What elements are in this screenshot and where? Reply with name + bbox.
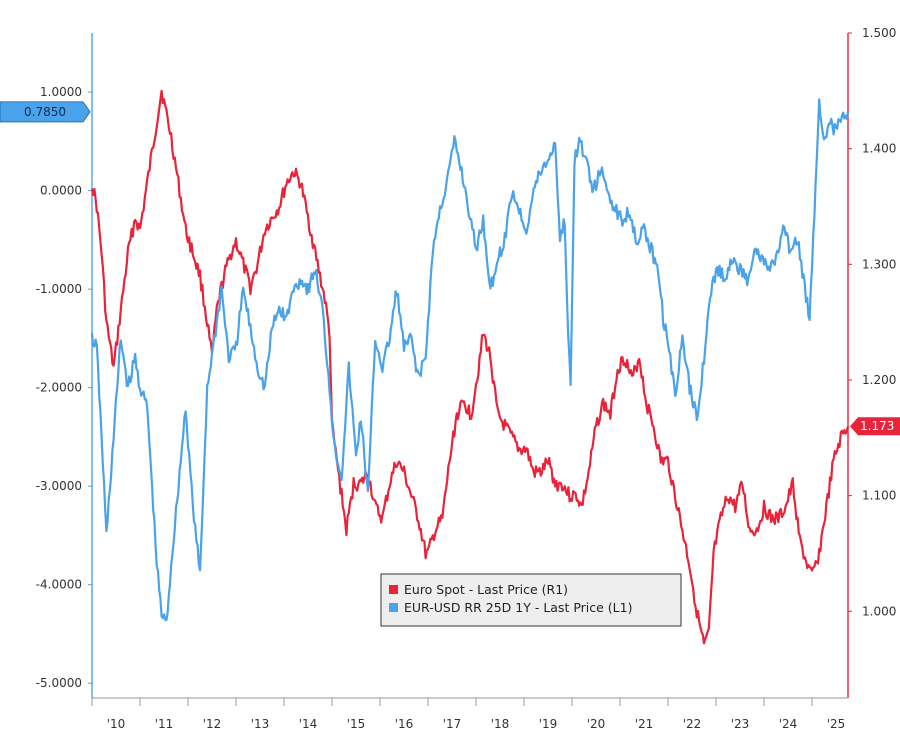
x-tick-label: '17 [443, 717, 462, 731]
right-tick-label: 1.400 [862, 142, 896, 156]
x-tick-label: '19 [539, 717, 558, 731]
x-tick-label: '11 [155, 717, 174, 731]
x-tick-label: '22 [683, 717, 702, 731]
left-tick-label: -2.0000 [36, 381, 82, 395]
left-tick-label: -5.0000 [36, 676, 82, 690]
axes [88, 32, 852, 706]
x-tick-label: '25 [827, 717, 846, 731]
x-tick-label: '10 [107, 717, 126, 731]
right-tick-label: 1.300 [862, 257, 896, 271]
right-tick-label: 1.000 [862, 604, 896, 618]
series-euro-spot-line [90, 89, 850, 645]
legend-label-euro-spot: Euro Spot - Last Price (R1) [404, 582, 568, 597]
x-tick-label: '18 [491, 717, 510, 731]
left-last-value-badge [0, 101, 91, 123]
legend-label-eur-usd-rr: EUR-USD RR 25D 1Y - Last Price (L1) [404, 600, 632, 615]
x-tick-label: '20 [587, 717, 606, 731]
left-tick-label: -3.0000 [36, 479, 82, 493]
x-tick-label: '12 [203, 717, 222, 731]
legend: Euro Spot - Last Price (R1) EUR-USD RR 2… [380, 573, 682, 627]
left-tick-label: 1.0000 [40, 85, 82, 99]
left-tick-label: -4.0000 [36, 578, 82, 592]
x-tick-label: '15 [347, 717, 366, 731]
right-tick-label: 1.100 [862, 489, 896, 503]
legend-box [380, 573, 682, 627]
x-tick-label: '21 [635, 717, 654, 731]
x-tick-label: '24 [779, 717, 798, 731]
legend-swatch-eur-usd-rr [389, 603, 398, 612]
x-tick-label: '23 [731, 717, 750, 731]
x-tick-label: '16 [395, 717, 414, 731]
right-tick-label: 1.200 [862, 373, 896, 387]
x-tick-label: '14 [299, 717, 318, 731]
right-last-value-badge [850, 417, 900, 436]
x-tick-label: '13 [251, 717, 270, 731]
left-tick-label: -1.0000 [36, 282, 82, 296]
right-last-value-label: 1.173 [860, 419, 894, 433]
tick-labels: 1.0000 0.0000 -1.0000 -2.0000 -3.0000 -4.0000… [36, 26, 897, 731]
left-last-value-label: 0.7850 [24, 105, 66, 119]
series-eur-usd-rr-line [90, 98, 850, 622]
last-value-badges: 0.7850 1.173 [0, 101, 900, 436]
left-tick-label: 0.0000 [40, 184, 82, 198]
right-tick-label: 1.500 [862, 26, 896, 40]
legend-swatch-euro-spot [389, 585, 398, 594]
series-lines [90, 89, 850, 645]
